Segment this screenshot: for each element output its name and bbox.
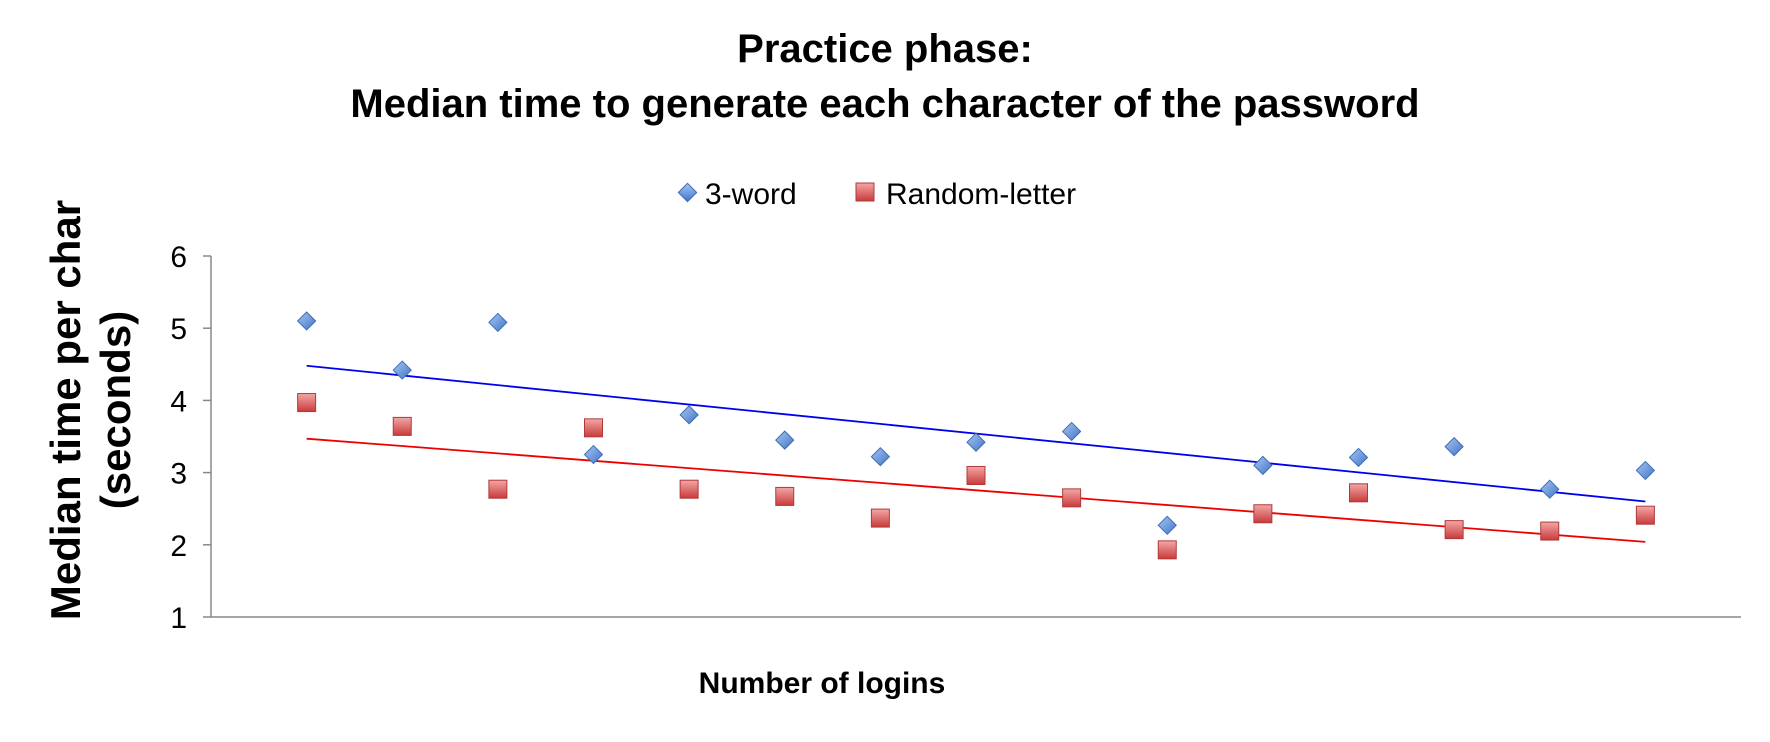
point-random-letter [392, 416, 412, 436]
legend-label-random-letter: Random-letter [886, 178, 1076, 211]
point-random-letter [870, 508, 890, 528]
point-3-word [1635, 460, 1656, 481]
point-3-word [1157, 515, 1177, 536]
point-3-word [775, 430, 795, 450]
chart-title-line1: Practice phase: [737, 27, 1033, 71]
trend-lines [306, 364, 1646, 543]
point-3-word [392, 360, 412, 380]
point-3-word [679, 405, 699, 425]
point-random-letter [1349, 483, 1368, 503]
point-3-word [1348, 447, 1369, 468]
point-random-letter [1157, 540, 1177, 560]
data-points [296, 311, 1656, 560]
y-ticks: 1 2 3 4 5 6 [170, 241, 211, 635]
y-axis-title-line2: (seconds) [92, 311, 139, 509]
y-tick-label: 1 [170, 602, 187, 635]
chart-title-line2: Median time to generate each character o… [350, 82, 1419, 126]
point-3-word [870, 447, 891, 467]
point-random-letter [1635, 505, 1655, 525]
point-3-word [296, 311, 317, 331]
y-tick-label: 4 [170, 385, 187, 418]
y-axis-title-line1: Median time per char [42, 200, 89, 620]
point-random-letter [1062, 488, 1082, 508]
point-random-letter [1444, 520, 1464, 540]
y-tick-label: 5 [170, 313, 187, 346]
point-random-letter [775, 486, 795, 506]
y-tick-label: 6 [170, 241, 187, 274]
y-tick-label: 2 [170, 530, 187, 563]
point-3-word [1540, 479, 1560, 499]
legend-marker-random-letter [855, 182, 875, 202]
point-random-letter [584, 418, 603, 438]
point-3-word [1253, 455, 1273, 476]
y-axis-title: Median time per char (seconds) [42, 200, 139, 620]
point-random-letter [488, 479, 508, 499]
legend-marker-3-word [677, 182, 698, 203]
point-random-letter [1253, 504, 1273, 524]
trend-line-random-letter [306, 437, 1646, 543]
x-axis-title: Number of logins [699, 667, 946, 700]
point-random-letter [1540, 521, 1560, 541]
legend-label-3-word: 3-word [705, 178, 797, 211]
point-random-letter [297, 393, 317, 413]
legend: 3-word Random-letter [677, 178, 1076, 211]
point-3-word [1444, 436, 1464, 457]
point-3-word [1061, 421, 1082, 442]
point-random-letter [679, 479, 699, 499]
point-3-word [583, 444, 604, 465]
point-random-letter [966, 465, 986, 485]
point-3-word [488, 312, 508, 333]
point-3-word [966, 432, 986, 452]
y-tick-label: 3 [170, 458, 187, 491]
